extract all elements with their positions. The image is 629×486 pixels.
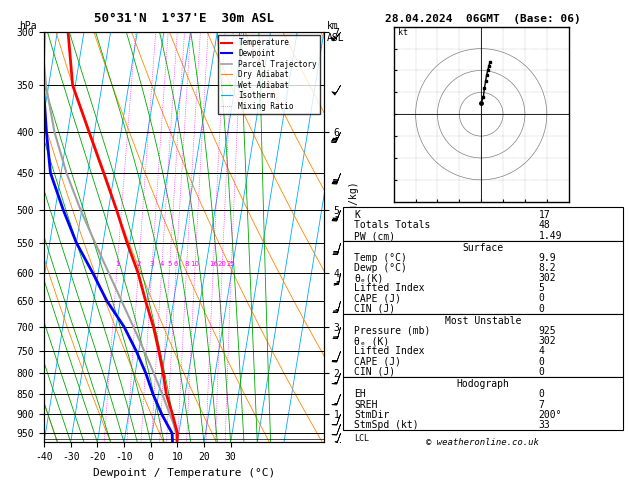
Text: 28.04.2024  06GMT  (Base: 06): 28.04.2024 06GMT (Base: 06) (385, 14, 581, 24)
Text: 0: 0 (539, 303, 545, 313)
Text: CIN (J): CIN (J) (354, 367, 395, 377)
Text: CIN (J): CIN (J) (354, 303, 395, 313)
Text: 20: 20 (218, 261, 226, 267)
Bar (343, 377, 623, 431)
Text: Hodograph: Hodograph (456, 379, 509, 389)
Text: EH: EH (354, 389, 365, 399)
Text: θₑ(K): θₑ(K) (354, 273, 384, 283)
Text: 3: 3 (150, 261, 154, 267)
Text: 302: 302 (539, 273, 557, 283)
Text: 0: 0 (539, 357, 545, 366)
Text: PW (cm): PW (cm) (354, 231, 395, 241)
Text: 17: 17 (539, 210, 550, 220)
Bar (343, 313, 623, 377)
X-axis label: Dewpoint / Temperature (°C): Dewpoint / Temperature (°C) (93, 468, 275, 478)
Text: Dewp (°C): Dewp (°C) (354, 263, 407, 273)
Text: 5: 5 (167, 261, 172, 267)
Text: StmSpd (kt): StmSpd (kt) (354, 420, 419, 430)
Text: 0: 0 (539, 294, 545, 303)
Text: 7: 7 (539, 399, 545, 410)
Text: 0: 0 (539, 367, 545, 377)
Text: 8.2: 8.2 (539, 263, 557, 273)
Text: 1: 1 (115, 261, 120, 267)
Text: 5: 5 (539, 283, 545, 293)
Text: θₑ (K): θₑ (K) (354, 336, 389, 346)
Text: hPa: hPa (19, 21, 36, 31)
Text: 4: 4 (160, 261, 164, 267)
Text: 48: 48 (539, 220, 550, 230)
Text: kt: kt (398, 29, 408, 37)
Text: 33: 33 (539, 420, 550, 430)
Text: LCL: LCL (353, 434, 369, 443)
Text: 302: 302 (539, 336, 557, 346)
Text: Lifted Index: Lifted Index (354, 283, 425, 293)
Text: 9.9: 9.9 (539, 253, 557, 263)
Text: 2: 2 (136, 261, 141, 267)
Text: Totals Totals: Totals Totals (354, 220, 430, 230)
Text: Most Unstable: Most Unstable (445, 316, 521, 326)
Text: 6: 6 (174, 261, 179, 267)
Text: 925: 925 (539, 326, 557, 336)
Legend: Temperature, Dewpoint, Parcel Trajectory, Dry Adiabat, Wet Adiabat, Isotherm, Mi: Temperature, Dewpoint, Parcel Trajectory… (218, 35, 320, 114)
Text: 200°: 200° (539, 410, 562, 420)
Text: © weatheronline.co.uk: © weatheronline.co.uk (426, 437, 539, 447)
Text: 1.49: 1.49 (539, 231, 562, 241)
Text: SREH: SREH (354, 399, 377, 410)
Text: km: km (327, 21, 339, 31)
Text: StmDir: StmDir (354, 410, 389, 420)
Text: 4: 4 (539, 347, 545, 356)
Text: 16: 16 (209, 261, 218, 267)
Text: Temp (°C): Temp (°C) (354, 253, 407, 263)
Text: 10: 10 (191, 261, 199, 267)
Text: 25: 25 (227, 261, 236, 267)
Text: Surface: Surface (462, 243, 503, 253)
Text: Mixing Ratio (g/kg): Mixing Ratio (g/kg) (349, 181, 359, 293)
Text: Lifted Index: Lifted Index (354, 347, 425, 356)
Text: ASL: ASL (327, 34, 345, 43)
Bar (343, 241, 623, 313)
Text: 0: 0 (539, 389, 545, 399)
Text: K: K (354, 210, 360, 220)
Bar (343, 207, 623, 241)
Text: CAPE (J): CAPE (J) (354, 357, 401, 366)
Text: 50°31'N  1°37'E  30m ASL: 50°31'N 1°37'E 30m ASL (94, 12, 274, 25)
Text: CAPE (J): CAPE (J) (354, 294, 401, 303)
Text: Pressure (mb): Pressure (mb) (354, 326, 430, 336)
Text: 8: 8 (184, 261, 189, 267)
